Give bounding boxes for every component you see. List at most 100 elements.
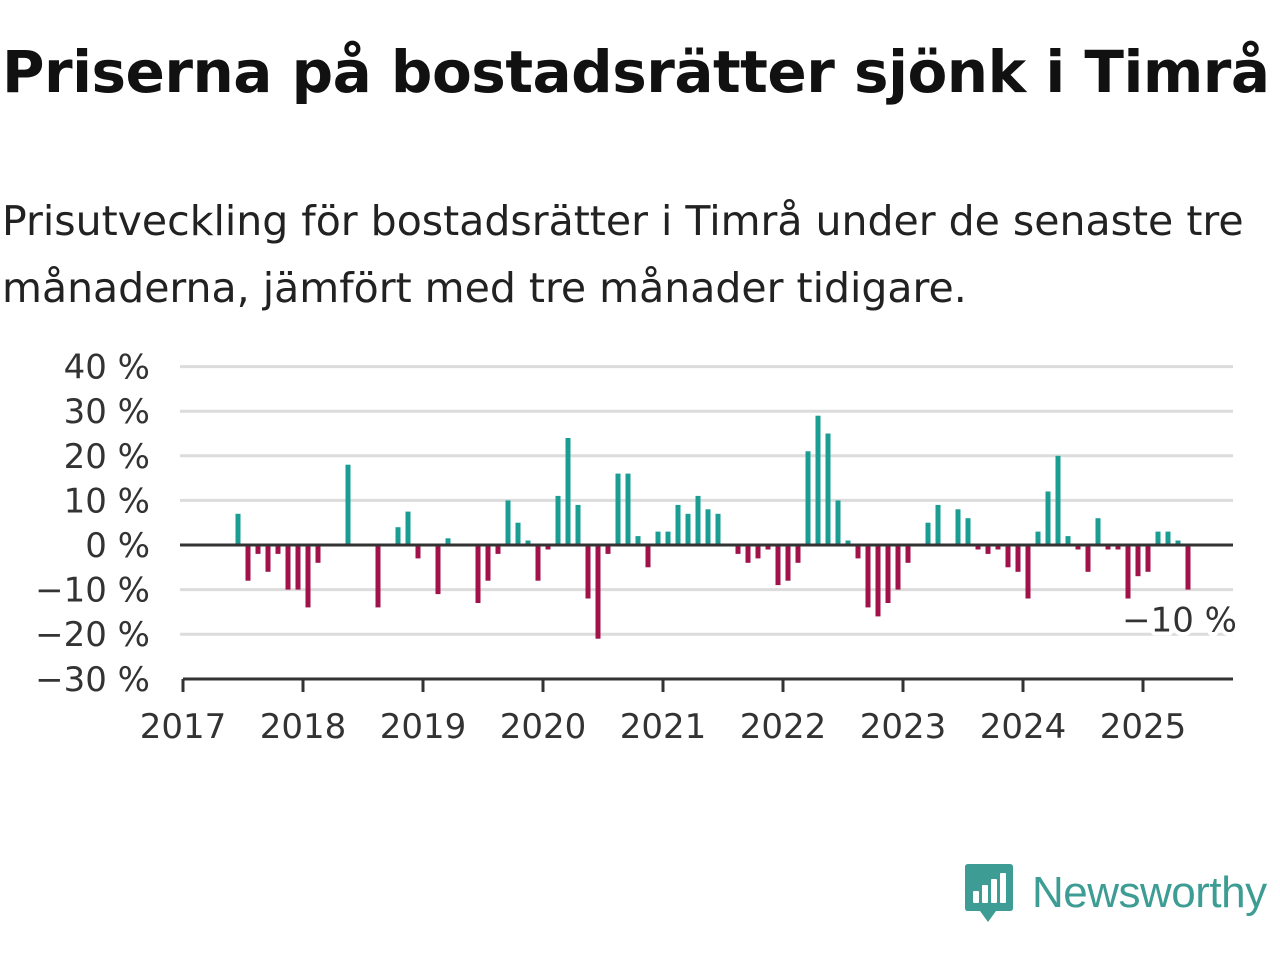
bar: [1135, 545, 1141, 577]
y-tick-label: −30 %: [35, 660, 150, 700]
bar: [1185, 545, 1191, 590]
bar: [665, 531, 671, 545]
bar: [345, 464, 351, 545]
bar: [1145, 545, 1151, 572]
bar: [1075, 545, 1081, 550]
bar: [935, 504, 941, 545]
bar: [715, 513, 721, 545]
x-tick-label: 2023: [860, 707, 947, 747]
bar: [795, 545, 801, 563]
y-tick-label: 20 %: [64, 437, 150, 477]
brand-name: Newsworthy: [1032, 868, 1267, 917]
bar: [475, 545, 481, 603]
bar: [445, 538, 451, 545]
bar: [525, 540, 531, 545]
bar: [555, 495, 561, 545]
bar: [415, 545, 421, 559]
bar: [495, 545, 501, 554]
bar: [1125, 545, 1131, 599]
bar: [755, 545, 761, 559]
bar: [745, 545, 751, 563]
bar: [375, 545, 381, 608]
bar: [965, 518, 971, 545]
bar: [835, 500, 841, 545]
bar: [615, 473, 621, 545]
bar: [235, 513, 241, 545]
bar: [285, 545, 291, 590]
bar: [1105, 545, 1111, 550]
bar: [1025, 545, 1031, 599]
bar: [1035, 531, 1041, 545]
bars: [235, 415, 1191, 639]
x-tick-label: 2018: [260, 707, 347, 747]
bar: [635, 536, 641, 545]
bar: [435, 545, 441, 595]
bar: [305, 545, 311, 608]
bar: [675, 504, 681, 545]
bar: [1065, 536, 1071, 545]
bar: [955, 509, 961, 545]
bar: [265, 545, 271, 572]
labels: 40 %30 %20 %10 %0 %−10 %−20 %−30 %2017 20…: [35, 348, 1241, 747]
bar: [985, 545, 991, 554]
bar: [575, 504, 581, 545]
last-value-label: −10 %: [1122, 601, 1237, 641]
gridlines: [180, 365, 1233, 636]
bar: [685, 513, 691, 545]
x-tick-label: 2020: [500, 707, 587, 747]
bar: [805, 451, 811, 545]
bar: [845, 540, 851, 545]
x-tick-label: 2019: [380, 707, 467, 747]
bar: [885, 545, 891, 603]
bar: [1005, 545, 1011, 568]
bar: [245, 545, 251, 581]
bar: [275, 545, 281, 554]
bar: [605, 545, 611, 554]
bar: [905, 545, 911, 563]
newsworthy-logo-icon: [965, 864, 1013, 922]
bar: [705, 509, 711, 545]
bar: [1155, 531, 1161, 545]
bar: [785, 545, 791, 581]
bar: [995, 545, 1001, 550]
bar: [395, 527, 401, 545]
y-tick-label: −10 %: [35, 571, 150, 611]
y-tick-label: −20 %: [35, 615, 150, 655]
bar: [895, 545, 901, 590]
bar-chart: 40 %30 %20 %10 %0 %−10 %−20 %−30 %2017 20…: [35, 348, 1241, 747]
bar: [515, 522, 521, 545]
bar: [735, 545, 741, 554]
bar: [545, 545, 551, 550]
x-tick-label: 2021: [620, 707, 707, 747]
bar: [255, 545, 261, 554]
bar: [625, 473, 631, 545]
bar: [595, 545, 601, 639]
bar: [505, 500, 511, 545]
x-tick-label: 2025: [1100, 707, 1187, 747]
bar: [925, 522, 931, 545]
bar: [1015, 545, 1021, 572]
bar: [1055, 455, 1061, 545]
axes: [180, 543, 1233, 692]
bar: [1115, 545, 1121, 550]
bar: [1175, 540, 1181, 545]
y-tick-label: 30 %: [64, 392, 150, 432]
bar: [645, 545, 651, 568]
bar: [405, 511, 411, 545]
bar: [1045, 491, 1051, 545]
newsworthy-brand: Newsworthy: [964, 862, 1267, 924]
last-value-halo: −10 %: [1122, 601, 1237, 641]
bar: [865, 545, 871, 608]
chart-subtitle: Prisutveckling för bostadsrätter i Timrå…: [2, 197, 1244, 312]
bar: [825, 433, 831, 545]
bar: [315, 545, 321, 563]
bar: [975, 545, 981, 550]
bar: [535, 545, 541, 581]
bar: [765, 545, 771, 550]
bar: [875, 545, 881, 617]
bar: [775, 545, 781, 586]
bar: [655, 531, 661, 545]
bar: [695, 495, 701, 545]
bar: [485, 545, 491, 581]
x-tick-label: 2024: [980, 707, 1067, 747]
